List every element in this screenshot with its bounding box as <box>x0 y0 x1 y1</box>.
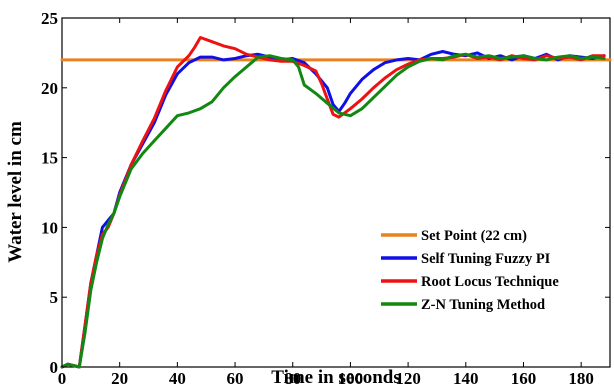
x-tick-label: 100 <box>338 369 364 387</box>
x-tick-label: 40 <box>169 369 186 387</box>
y-tick-label: 0 <box>50 358 59 377</box>
x-tick-label: 60 <box>227 369 244 387</box>
plot-frame <box>61 17 611 368</box>
legend-label-4: Z-N Tuning Method <box>421 297 545 313</box>
x-tick-label: 0 <box>58 369 67 387</box>
series-line-4 <box>60 52 606 369</box>
y-tick-label: 15 <box>41 149 58 168</box>
y-tick-label: 25 <box>41 9 58 28</box>
x-tick-label: 180 <box>568 369 594 387</box>
x-tick-label: 140 <box>453 369 479 387</box>
legend-label-2: Self Tuning Fuzzy PI <box>421 251 551 267</box>
x-tick-label: 120 <box>395 369 421 387</box>
x-tick-label: 80 <box>284 369 301 387</box>
legend-label-1: Set Point (22 cm) <box>421 228 527 244</box>
legend-label-3: Root Locus Technique <box>421 274 559 290</box>
y-tick-label: 5 <box>50 288 59 307</box>
x-tick-label: 20 <box>111 369 128 387</box>
series-layer <box>60 36 612 369</box>
x-tick-label: 160 <box>511 369 537 387</box>
y-tick-label: 10 <box>41 218 58 237</box>
x-axis-label: Time in seconds <box>271 367 401 387</box>
ticks-layer: 0 20 40 60 80 100 120 140 160 180 0 5 10 15 20 25 <box>41 9 610 387</box>
legend: Set Point (22 cm) Self Tuning Fuzzy PI Roo… <box>381 228 559 313</box>
y-axis-label: Water level in cm <box>5 121 26 263</box>
y-tick-label: 20 <box>41 79 58 98</box>
